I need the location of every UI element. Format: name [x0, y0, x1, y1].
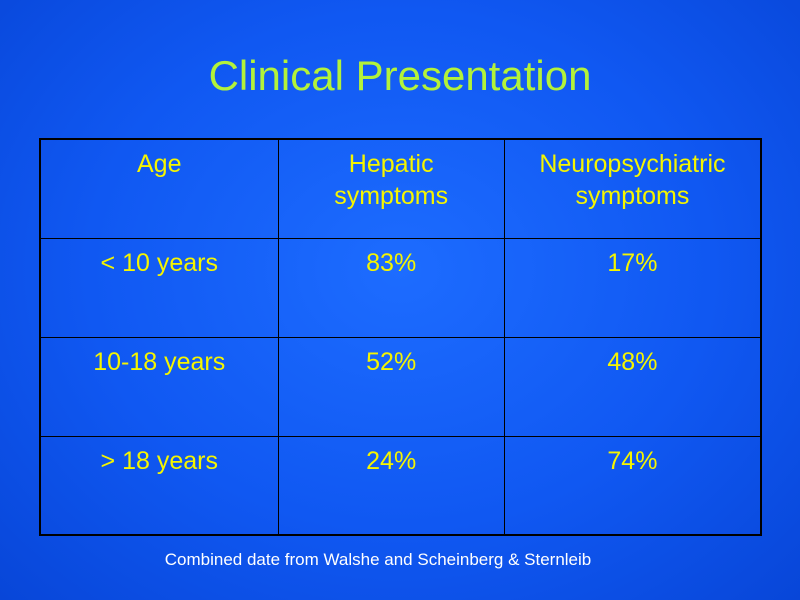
header-cell-hepatic: Hepatic symptoms: [277, 138, 505, 239]
header-cell-age: Age: [39, 138, 279, 239]
header-neuro-line-1: Neuropsychiatric: [539, 150, 726, 178]
source-footnote: Combined date from Walshe and Scheinberg…: [164, 550, 592, 569]
header-cell-neuro: Neuropsychiatric symptoms: [503, 138, 762, 239]
clinical-presentation-table: Age Hepatic symptoms Neuropsychiatric sy…: [39, 138, 762, 536]
cell-neuro: 17%: [503, 237, 762, 338]
slide-title: Clinical Presentation: [208, 52, 592, 99]
cell-age: < 10 years: [39, 237, 279, 338]
cell-age: > 18 years: [39, 435, 279, 536]
header-neuro-line-2: symptoms: [575, 182, 690, 210]
header-hepatic-line-2: symptoms: [334, 182, 449, 210]
cell-hepatic: 52%: [277, 336, 505, 437]
header-hepatic-line-1: Hepatic: [348, 150, 434, 178]
cell-neuro: 74%: [503, 435, 762, 536]
table-row: < 10 years 83% 17%: [39, 237, 762, 338]
cell-neuro: 48%: [503, 336, 762, 437]
cell-hepatic: 83%: [277, 237, 505, 338]
table-row: > 18 years 24% 74%: [39, 435, 762, 536]
header-age-label: Age: [137, 150, 182, 178]
table-header-row: Age Hepatic symptoms Neuropsychiatric sy…: [39, 138, 762, 239]
table-row: 10-18 years 52% 48%: [39, 336, 762, 437]
cell-age: 10-18 years: [39, 336, 279, 437]
cell-hepatic: 24%: [277, 435, 505, 536]
